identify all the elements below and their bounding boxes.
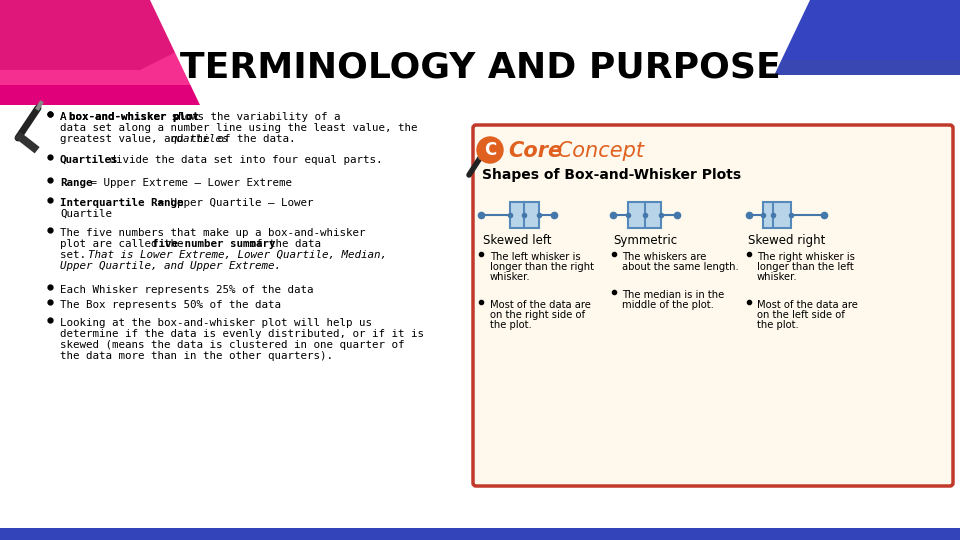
Text: determine if the data is evenly distributed, or if it is: determine if the data is evenly distribu… [60,329,424,339]
Text: Skewed right: Skewed right [748,234,826,247]
Bar [763,202,791,228]
Text: longer than the left: longer than the left [757,262,853,272]
Text: Most of the data are: Most of the data are [757,300,858,310]
Text: Range: Range [60,178,92,188]
Text: on the right side of: on the right side of [490,310,586,320]
Text: skewed (means the data is clustered in one quarter of: skewed (means the data is clustered in o… [60,340,404,350]
Text: The median is in the: The median is in the [622,290,724,300]
Polygon shape [400,0,960,75]
Text: The right whisker is: The right whisker is [757,252,854,262]
Text: = Upper Quartile – Lower: = Upper Quartile – Lower [151,198,314,208]
Text: divide the data set into four equal parts.: divide the data set into four equal part… [103,155,383,165]
Text: Core: Core [508,141,563,161]
Polygon shape [0,0,280,70]
Text: The five numbers that make up a box-and-whisker: The five numbers that make up a box-and-… [60,228,366,238]
Text: The Box represents 50% of the data: The Box represents 50% of the data [60,300,281,310]
Text: TERMINOLOGY AND PURPOSE: TERMINOLOGY AND PURPOSE [180,51,780,85]
Text: That is Lower Extreme, Lower Quartile, Median,: That is Lower Extreme, Lower Quartile, M… [87,250,387,260]
Text: quartiles: quartiles [170,134,228,144]
Text: Quartiles: Quartiles [60,155,118,165]
Bar [510,202,539,228]
Text: = Upper Extreme – Lower Extreme: = Upper Extreme – Lower Extreme [84,178,292,188]
Text: Most of the data are: Most of the data are [490,300,590,310]
Text: whisker.: whisker. [490,272,531,282]
Text: C: C [484,141,496,159]
Text: the plot.: the plot. [757,320,799,330]
Text: Concept: Concept [551,141,644,161]
Text: the data more than in the other quarters).: the data more than in the other quarters… [60,351,333,361]
Bar [628,202,661,228]
Polygon shape [0,0,480,105]
Text: Symmetric: Symmetric [612,234,677,247]
Text: The left whisker is: The left whisker is [490,252,581,262]
Text: The whiskers are: The whiskers are [622,252,707,262]
Text: plot are called the: plot are called the [60,239,190,249]
Polygon shape [0,0,380,85]
Text: middle of the plot.: middle of the plot. [622,300,714,310]
Text: on the left side of: on the left side of [757,310,845,320]
Text: the plot.: the plot. [490,320,532,330]
Text: whisker.: whisker. [757,272,798,282]
Bar [0,528,960,540]
Text: Interquartile Range: Interquartile Range [60,198,183,208]
Text: of the data: of the data [243,239,322,249]
Text: Looking at the box-and-whisker plot will help us: Looking at the box-and-whisker plot will… [60,318,372,328]
Text: A: A [60,112,73,122]
Text: A: A [60,112,73,122]
Text: greatest value, and the: greatest value, and the [60,134,216,144]
Bar [0,100,960,540]
Text: Shapes of Box-and-Whisker Plots: Shapes of Box-and-Whisker Plots [482,168,741,182]
Text: five-number summary: five-number summary [152,239,276,249]
Text: data set along a number line using the least value, the: data set along a number line using the l… [60,123,418,133]
Bar [15,132,39,153]
Text: of the data.: of the data. [211,134,296,144]
Text: shows the variability of a: shows the variability of a [165,112,341,122]
Text: Skewed left: Skewed left [483,234,551,247]
Text: box-and-whisker plot: box-and-whisker plot [69,112,199,122]
Text: Upper Quartile, and Upper Extreme.: Upper Quartile, and Upper Extreme. [60,261,281,271]
Text: set.: set. [60,250,99,260]
Text: longer than the right: longer than the right [490,262,594,272]
Text: Quartile: Quartile [60,209,112,219]
Text: box-and-whisker plot: box-and-whisker plot [69,112,200,122]
Polygon shape [500,0,960,60]
Text: Each Whisker represents 25% of the data: Each Whisker represents 25% of the data [60,285,314,295]
Polygon shape [150,0,810,105]
Circle shape [477,137,503,163]
Text: about the same length.: about the same length. [622,262,739,272]
FancyBboxPatch shape [473,125,953,486]
